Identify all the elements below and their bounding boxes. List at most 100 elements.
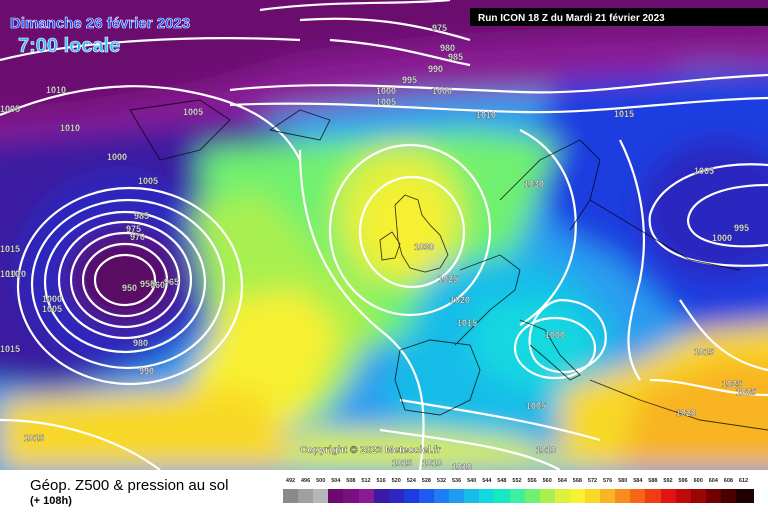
- isobar-label: 1015: [614, 109, 634, 119]
- isobar-label: 985: [134, 211, 149, 221]
- isobar-label: 1005: [138, 176, 158, 186]
- isobar-label: 1010: [452, 462, 472, 470]
- scale-swatch: [585, 489, 603, 503]
- scale-value: 540: [467, 478, 477, 484]
- scale-swatch: [645, 489, 664, 503]
- color-scale-swatches: [283, 489, 754, 503]
- isobar-label: 1010: [6, 269, 26, 279]
- scale-swatch: [675, 489, 694, 503]
- isobar-label: 1000: [712, 233, 732, 243]
- scale-swatch: [494, 489, 513, 503]
- color-scale: 492 496 500 504 508 512 516 520 524 528 532 536 540 5…: [283, 478, 754, 503]
- scale-swatch: [449, 489, 468, 503]
- isobar-label: 955: [140, 279, 155, 289]
- isobar-label: 950: [122, 283, 137, 293]
- isobar-label: 985: [448, 52, 463, 62]
- scale-value: 544: [482, 478, 492, 484]
- isobar-label: 980: [133, 338, 148, 348]
- scale-value: 576: [603, 478, 613, 484]
- scale-value: 548: [497, 478, 507, 484]
- isobar-label: 975: [126, 224, 141, 234]
- isobars: [0, 0, 768, 470]
- scale-swatch: [373, 489, 392, 503]
- scale-swatch: [539, 489, 558, 503]
- scale-value: 520: [391, 478, 401, 484]
- isobar-label: 1010: [536, 445, 556, 455]
- scale-value: 556: [527, 478, 537, 484]
- isobar-label: 1015: [694, 347, 714, 357]
- isobar-label: 1015: [0, 344, 20, 354]
- scale-value: 588: [648, 478, 658, 484]
- isobar-label: 1005: [0, 104, 20, 114]
- isobar-label: 990: [428, 64, 443, 74]
- isobar-label: 1015: [457, 318, 477, 328]
- scale-value: 532: [436, 478, 447, 484]
- isobar-label: 990: [139, 366, 154, 376]
- isobar-label: 1015: [392, 458, 412, 468]
- scale-value: 492: [285, 478, 296, 484]
- isobar-label: 1010: [46, 85, 66, 95]
- scale-value: 592: [663, 478, 673, 484]
- legend-bar: Géop. Z500 & pression au sol (+ 108h) 49…: [0, 470, 768, 512]
- isobar-label: 965: [164, 277, 179, 287]
- scale-value: 568: [572, 478, 582, 484]
- scale-swatch: [600, 489, 619, 503]
- scale-swatch: [705, 489, 724, 503]
- forecast-map: 975 980 985 990 995 1000 1000 1005 1010 …: [0, 0, 768, 470]
- scale-swatch: [690, 489, 709, 503]
- isobar-label: 1020: [450, 295, 470, 305]
- product-title: Géop. Z500 & pression au sol: [30, 477, 229, 494]
- scale-swatch: [615, 489, 634, 503]
- isobar-label: 1025: [438, 274, 458, 284]
- isobar-label: 1000: [42, 294, 62, 304]
- isobar-label: 1000: [545, 330, 565, 340]
- scale-value: 524: [406, 478, 416, 484]
- scale-value: 600: [693, 478, 703, 484]
- scale-swatch: [630, 489, 649, 503]
- color-scale-labels: 492 496 500 504 508 512 516 520 524 528 532 536 540 5…: [283, 478, 751, 487]
- isobar-label: 1000: [432, 86, 452, 96]
- scale-swatch: [569, 489, 588, 503]
- scale-swatch: [283, 489, 301, 503]
- forecast-time: 7:00 locale: [18, 35, 120, 57]
- scale-swatch: [343, 489, 362, 503]
- isobar-label: 1000: [107, 152, 127, 162]
- isobar-label: 1015: [0, 244, 20, 254]
- copyright-notice: Copyright © 2023 Meteociel.fr: [300, 445, 441, 456]
- scale-swatch: [736, 489, 754, 503]
- scale-swatch: [313, 489, 332, 503]
- geopotential-field: [0, 0, 768, 470]
- scale-swatch: [524, 489, 543, 503]
- isobar-label: 1030: [524, 179, 544, 189]
- scale-swatch: [328, 489, 347, 503]
- isobar-label: 960: [150, 280, 165, 290]
- isobar-label: 1005: [526, 401, 546, 411]
- scale-swatch: [358, 489, 377, 503]
- scale-swatch: [720, 489, 739, 503]
- isobar-label: 975: [432, 23, 447, 33]
- forecast-date: Dimanche 26 février 2023: [10, 15, 190, 32]
- scale-value: 580: [618, 478, 628, 484]
- scale-swatch: [388, 489, 407, 503]
- scale-swatch: [403, 489, 422, 503]
- scale-value: 612: [738, 478, 749, 484]
- isobar-label: 1010: [422, 458, 442, 468]
- scale-swatch: [464, 489, 483, 503]
- isobar-label: 980: [440, 43, 455, 53]
- scale-value: 516: [376, 478, 386, 484]
- isobar-label: 1005: [376, 97, 396, 107]
- isobar-label: 1005: [42, 304, 62, 314]
- isobar-label: 1010: [0, 269, 20, 279]
- scale-swatch: [479, 489, 498, 503]
- isobar-label: 1010: [60, 123, 80, 133]
- isobar-label: 1020: [676, 408, 696, 418]
- isobar-label: 995: [734, 223, 749, 233]
- scale-swatch: [660, 489, 679, 503]
- run-info-background: [470, 8, 768, 26]
- run-info: Run ICON 18 Z du Mardi 21 février 2023: [478, 13, 665, 24]
- scale-value: 504: [331, 478, 341, 484]
- scale-value: 564: [557, 478, 567, 484]
- isobar-label: 1000: [376, 86, 396, 96]
- scale-swatch: [554, 489, 573, 503]
